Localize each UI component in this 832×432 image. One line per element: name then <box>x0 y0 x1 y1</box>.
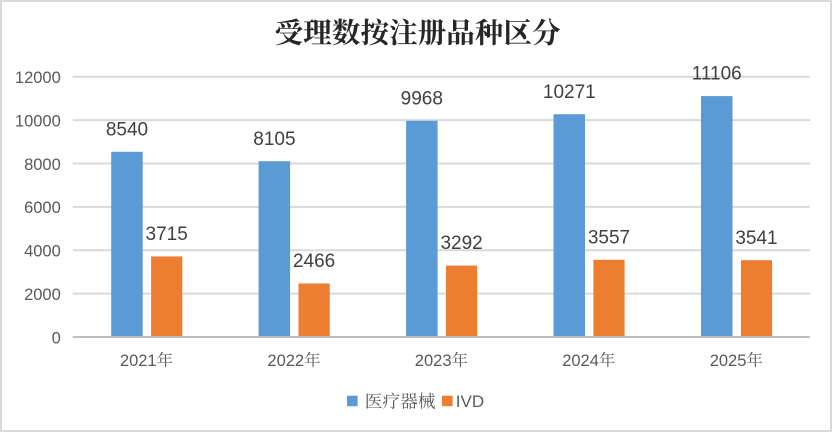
svg-text:3715: 3715 <box>146 224 188 245</box>
svg-text:11106: 11106 <box>692 64 742 85</box>
svg-text:10271: 10271 <box>543 82 596 103</box>
svg-text:10000: 10000 <box>15 112 61 130</box>
svg-text:4000: 4000 <box>24 243 61 261</box>
svg-text:9968: 9968 <box>401 88 443 109</box>
svg-text:8540: 8540 <box>106 119 148 140</box>
svg-text:2023: 2023 <box>415 352 452 370</box>
svg-text:6000: 6000 <box>24 199 61 217</box>
svg-text:12000: 12000 <box>15 69 61 87</box>
svg-text:2025: 2025 <box>710 352 747 370</box>
svg-text:IVD: IVD <box>456 392 484 411</box>
svg-text:2466: 2466 <box>293 251 335 272</box>
svg-text:3541: 3541 <box>735 228 777 249</box>
svg-text:0: 0 <box>52 329 61 347</box>
svg-text:8000: 8000 <box>24 156 61 174</box>
svg-text:2021: 2021 <box>120 352 157 370</box>
svg-text:3292: 3292 <box>440 233 482 254</box>
svg-text:8105: 8105 <box>253 129 295 150</box>
svg-text:2024: 2024 <box>562 352 599 370</box>
svg-text:3557: 3557 <box>588 227 630 248</box>
svg-text:2022: 2022 <box>267 352 304 370</box>
svg-text:2000: 2000 <box>24 286 61 304</box>
